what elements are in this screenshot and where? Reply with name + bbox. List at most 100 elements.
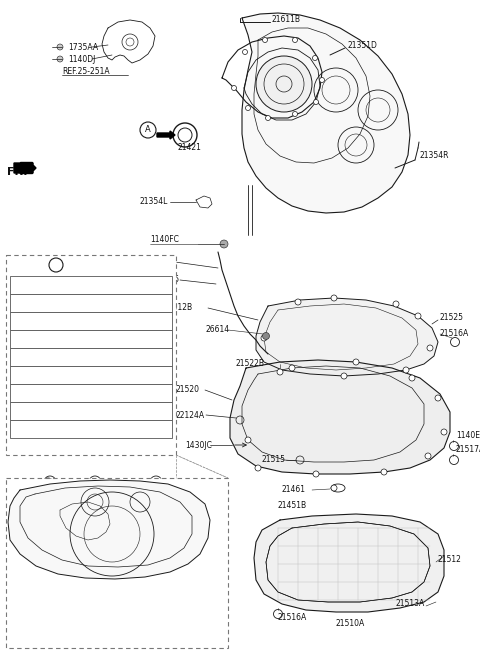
Polygon shape bbox=[157, 131, 175, 139]
Circle shape bbox=[320, 78, 324, 83]
Text: f: f bbox=[204, 549, 206, 555]
Circle shape bbox=[86, 568, 90, 572]
Polygon shape bbox=[254, 514, 444, 612]
Circle shape bbox=[193, 510, 197, 514]
Circle shape bbox=[78, 522, 82, 526]
Circle shape bbox=[40, 369, 52, 381]
Circle shape bbox=[40, 405, 52, 417]
Polygon shape bbox=[256, 298, 438, 376]
Circle shape bbox=[425, 453, 431, 459]
Circle shape bbox=[129, 539, 141, 551]
Circle shape bbox=[245, 106, 251, 110]
Bar bbox=[10, 276, 172, 294]
Circle shape bbox=[409, 375, 415, 381]
Circle shape bbox=[40, 315, 52, 327]
Text: 1140EV: 1140EV bbox=[112, 407, 142, 415]
Text: 1140FR: 1140FR bbox=[112, 371, 142, 380]
Text: f: f bbox=[197, 495, 199, 501]
Text: 21516A: 21516A bbox=[440, 330, 469, 338]
FancyBboxPatch shape bbox=[6, 255, 176, 455]
Circle shape bbox=[295, 299, 301, 305]
Text: 21451B: 21451B bbox=[278, 501, 307, 510]
Circle shape bbox=[57, 44, 63, 50]
Text: f: f bbox=[19, 493, 21, 499]
Text: 26612B: 26612B bbox=[163, 304, 192, 313]
Circle shape bbox=[98, 560, 102, 564]
Circle shape bbox=[12, 526, 24, 538]
Polygon shape bbox=[14, 163, 36, 173]
Circle shape bbox=[150, 476, 162, 488]
Circle shape bbox=[255, 465, 261, 471]
Circle shape bbox=[43, 508, 47, 512]
Circle shape bbox=[12, 544, 24, 556]
Text: f: f bbox=[34, 537, 36, 543]
Text: VIEW: VIEW bbox=[18, 260, 47, 270]
Circle shape bbox=[166, 536, 170, 540]
Circle shape bbox=[40, 423, 52, 435]
Circle shape bbox=[166, 563, 170, 567]
Circle shape bbox=[86, 578, 98, 590]
Text: 21354L: 21354L bbox=[140, 198, 168, 206]
Circle shape bbox=[138, 568, 142, 572]
Text: f: f bbox=[45, 388, 48, 397]
Circle shape bbox=[118, 492, 122, 496]
Circle shape bbox=[164, 568, 176, 580]
Text: 21515: 21515 bbox=[262, 455, 286, 464]
Circle shape bbox=[166, 498, 178, 510]
Circle shape bbox=[110, 577, 114, 581]
Circle shape bbox=[415, 313, 421, 319]
Text: a: a bbox=[44, 298, 48, 307]
Text: g: g bbox=[44, 407, 48, 415]
Circle shape bbox=[74, 556, 78, 560]
Text: 21357B: 21357B bbox=[112, 298, 142, 307]
Text: f: f bbox=[134, 542, 136, 548]
Circle shape bbox=[313, 99, 319, 104]
Text: 21421: 21421 bbox=[178, 143, 202, 152]
Bar bbox=[10, 384, 172, 402]
Text: 21611B: 21611B bbox=[272, 16, 301, 24]
Text: 1140FC: 1140FC bbox=[150, 235, 179, 244]
Text: b: b bbox=[44, 317, 48, 325]
Text: 1140EB: 1140EB bbox=[112, 388, 142, 397]
Circle shape bbox=[124, 578, 136, 590]
Circle shape bbox=[261, 335, 267, 341]
Circle shape bbox=[53, 487, 57, 492]
Circle shape bbox=[42, 478, 54, 490]
Circle shape bbox=[203, 528, 207, 532]
Text: A: A bbox=[145, 125, 151, 135]
Text: d: d bbox=[46, 481, 50, 487]
Text: f: f bbox=[24, 489, 26, 495]
Text: 22124A: 22124A bbox=[175, 411, 204, 420]
Text: 21351D: 21351D bbox=[347, 41, 377, 51]
Circle shape bbox=[29, 534, 41, 546]
Circle shape bbox=[42, 570, 54, 582]
Text: h: h bbox=[44, 424, 48, 434]
Circle shape bbox=[441, 429, 447, 435]
Text: 1140DJ: 1140DJ bbox=[68, 55, 96, 64]
Circle shape bbox=[16, 508, 28, 520]
Text: f: f bbox=[147, 537, 149, 543]
Text: h: h bbox=[16, 562, 20, 568]
Circle shape bbox=[231, 85, 237, 91]
Circle shape bbox=[353, 359, 359, 365]
Text: b: b bbox=[48, 479, 52, 485]
Text: 21522B: 21522B bbox=[235, 359, 264, 369]
Circle shape bbox=[150, 508, 154, 512]
Text: c: c bbox=[44, 334, 48, 344]
Circle shape bbox=[199, 562, 211, 574]
Circle shape bbox=[331, 485, 337, 491]
Circle shape bbox=[220, 240, 228, 248]
Text: f: f bbox=[169, 571, 171, 577]
Circle shape bbox=[331, 295, 337, 301]
Text: 21517A: 21517A bbox=[456, 445, 480, 455]
Text: 26614: 26614 bbox=[205, 325, 229, 334]
Circle shape bbox=[106, 578, 118, 590]
Text: a: a bbox=[154, 479, 158, 485]
Bar bbox=[10, 294, 172, 312]
Circle shape bbox=[199, 546, 211, 558]
Text: 21510A: 21510A bbox=[336, 620, 365, 629]
Circle shape bbox=[56, 494, 68, 506]
Circle shape bbox=[40, 351, 52, 363]
Circle shape bbox=[88, 483, 92, 487]
Circle shape bbox=[393, 301, 399, 307]
